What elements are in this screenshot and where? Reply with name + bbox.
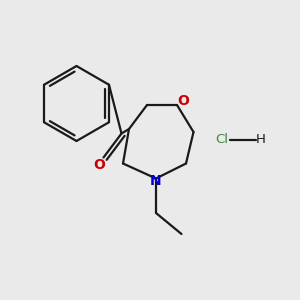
Text: O: O bbox=[93, 158, 105, 172]
Text: O: O bbox=[178, 94, 190, 108]
Text: Cl: Cl bbox=[215, 133, 229, 146]
Text: N: N bbox=[150, 174, 162, 188]
Text: H: H bbox=[256, 133, 266, 146]
